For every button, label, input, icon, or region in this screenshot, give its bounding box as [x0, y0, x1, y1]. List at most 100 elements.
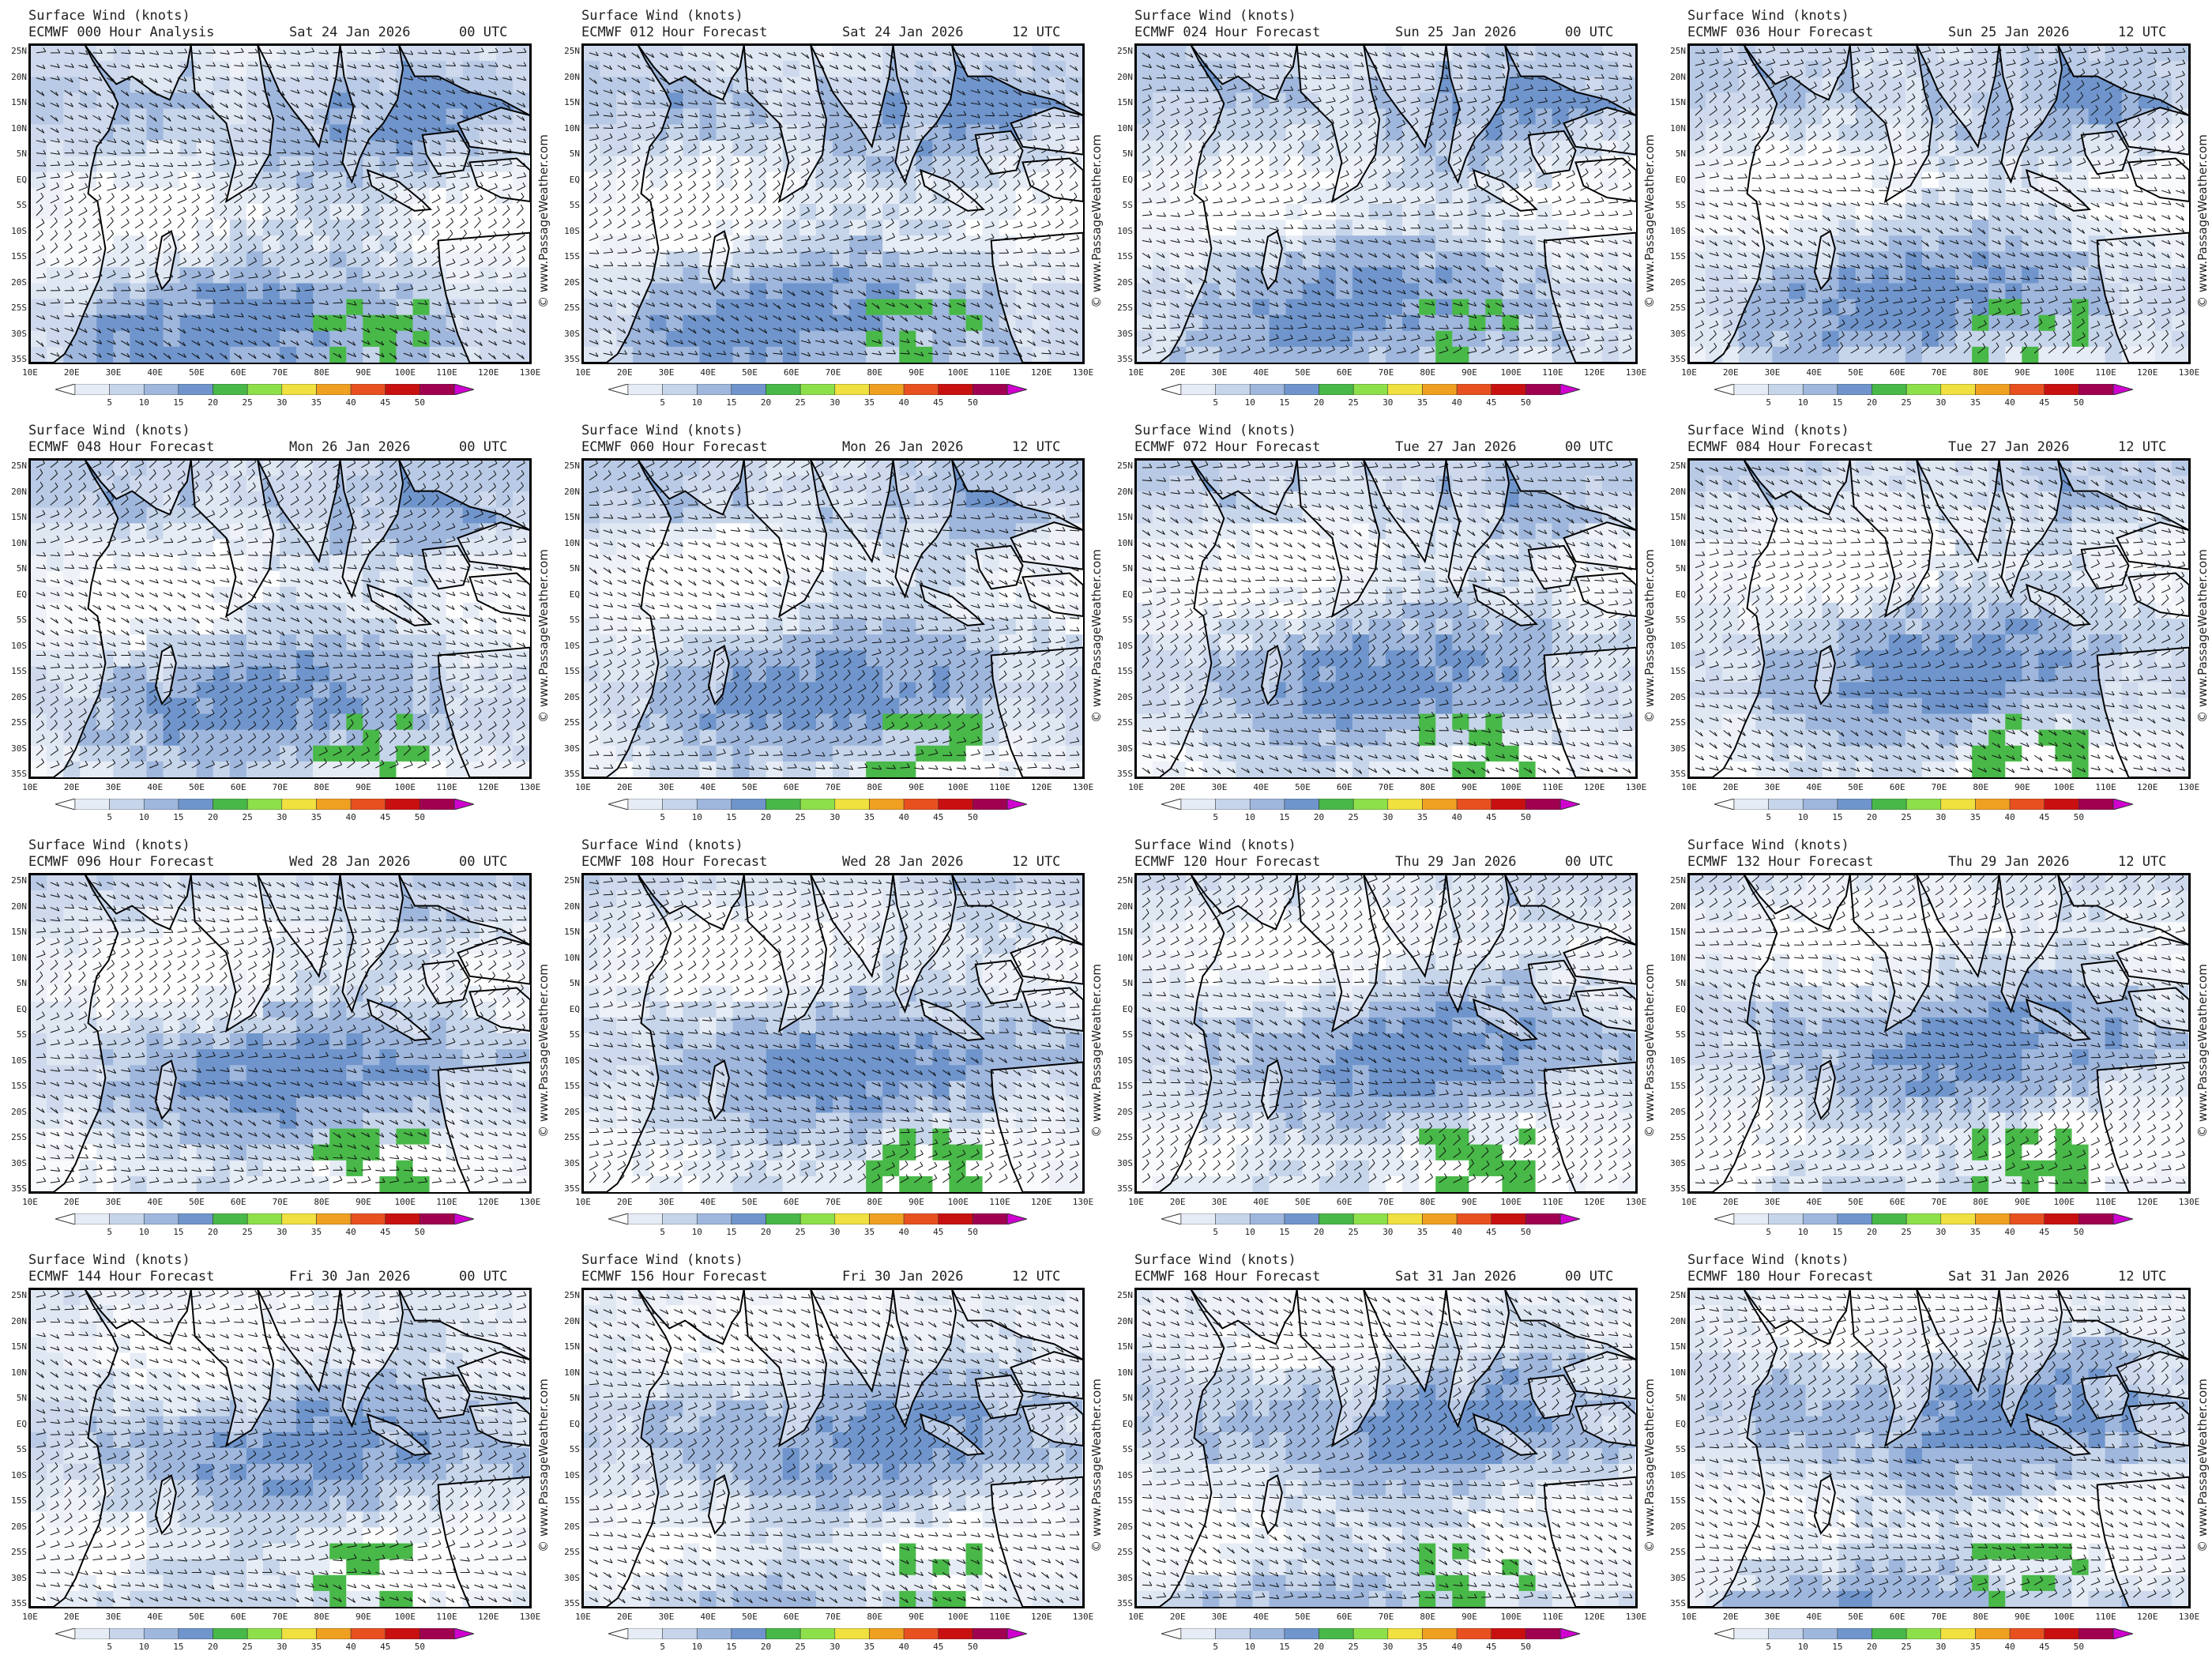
wind-speed-cell — [329, 108, 347, 125]
wind-speed-cell — [280, 140, 297, 157]
wind-barb — [220, 89, 229, 94]
longitude-label: 40E — [700, 367, 716, 378]
wind-barb — [78, 77, 88, 81]
wind-barb — [474, 102, 483, 109]
wind-barb-flag — [226, 115, 229, 120]
wind-barb — [220, 176, 230, 179]
wind-speed-cell — [96, 314, 114, 332]
wind-speed-cell — [782, 330, 800, 348]
wind-barb — [234, 303, 244, 304]
wind-barb-flag — [366, 104, 370, 109]
wind-barb — [617, 265, 627, 267]
wind-barb-flag — [254, 159, 258, 164]
wind-barb — [333, 175, 343, 179]
wind-speed-cell — [766, 299, 784, 316]
wind-speed-cell — [749, 283, 767, 300]
latitude-label: 25S — [556, 303, 580, 313]
wind-barb — [347, 90, 356, 96]
wind-barb-flag — [466, 126, 470, 131]
wind-barb-flag — [127, 171, 131, 176]
wind-speed-cell — [246, 204, 264, 220]
wind-speed-cell — [213, 330, 231, 348]
wind-barb-flag — [198, 149, 202, 153]
wind-speed-cell — [446, 171, 464, 189]
wind-speed-cell — [799, 330, 817, 348]
wind-speed-cell — [179, 92, 198, 109]
longitude-label: 90E — [908, 367, 924, 378]
model-run-label: ECMWF 000 Hour Analysis — [28, 24, 214, 40]
wind-speed-cell — [782, 346, 800, 363]
wind-barb-flag — [239, 181, 243, 186]
wind-barb — [417, 127, 427, 133]
wind-barb — [318, 102, 328, 107]
wind-speed-cell — [63, 346, 81, 363]
wind-barb-flag — [507, 104, 511, 109]
wind-barb — [516, 140, 526, 144]
wind-barb — [276, 127, 286, 131]
credit-text: © www.PassageWeather.com — [1089, 134, 1104, 308]
wind-speed-cell — [683, 299, 700, 316]
wind-speed-cell — [229, 346, 247, 363]
wind-speed-cell — [683, 204, 700, 220]
wind-speed-cell — [80, 330, 97, 348]
wind-barb-flag — [424, 150, 428, 155]
wind-speed-cell — [363, 330, 380, 348]
wind-barb-flag — [70, 171, 74, 175]
wind-barb-flag — [297, 62, 301, 66]
wind-barb — [333, 152, 343, 155]
wind-barb-flag — [367, 140, 371, 145]
colorbar-tick-label: 35 — [864, 397, 875, 408]
longitude-label: 40E — [147, 367, 163, 378]
colorbar-swatch — [281, 384, 317, 395]
wind-speed-cell — [799, 346, 817, 363]
wind-barb — [403, 77, 413, 81]
wind-barb-flag — [226, 138, 230, 144]
wind-barb — [163, 127, 173, 131]
wind-speed-cell — [179, 77, 198, 93]
wind-barb — [361, 140, 371, 145]
wind-speed-cell — [782, 235, 800, 252]
wind-speed-cell — [363, 187, 380, 205]
wind-barb — [502, 115, 512, 120]
wind-barb-flag — [438, 171, 442, 177]
wind-barb — [134, 102, 144, 109]
wind-speed-cell — [363, 267, 380, 284]
wind-barb-flag — [453, 162, 456, 167]
wind-barb-flag — [56, 194, 59, 200]
wind-barb-flag — [56, 103, 59, 107]
wind-barb-flag — [126, 181, 130, 186]
wind-speed-cell — [749, 187, 767, 205]
wind-speed-cell — [512, 220, 530, 236]
wind-barb — [417, 164, 427, 166]
wind-speed-cell — [96, 171, 114, 189]
wind-barb-flag — [409, 127, 413, 133]
wind-barb — [389, 77, 398, 83]
wind-barb-flag — [100, 149, 103, 153]
wind-barb — [134, 77, 144, 84]
wind-barb — [234, 185, 243, 191]
wind-speed-cell — [130, 330, 147, 348]
wind-barb — [107, 176, 117, 179]
wind-speed-cell — [1518, 108, 1537, 125]
wind-barb — [78, 140, 88, 144]
wind-barb-flag — [169, 102, 173, 107]
wind-speed-cell — [666, 204, 683, 220]
wind-speed-cell — [932, 299, 950, 316]
wind-barb-flag — [156, 162, 160, 167]
wind-barb — [502, 163, 512, 166]
wind-barb — [248, 176, 258, 179]
wind-speed-cell — [666, 283, 683, 300]
wind-barb-flag — [253, 91, 257, 96]
wind-speed-cell — [396, 346, 414, 363]
wind-barb — [431, 175, 442, 179]
wind-barb — [502, 65, 512, 70]
wind-speed-cell — [683, 140, 700, 157]
wind-speed-cell — [965, 220, 984, 236]
wind-barb-flag — [198, 126, 201, 131]
wind-barb — [333, 65, 343, 68]
wind-speed-cell — [113, 346, 130, 363]
wind-speed-cell — [196, 171, 214, 189]
wind-speed-cell — [849, 299, 867, 316]
wind-barb — [290, 127, 300, 131]
